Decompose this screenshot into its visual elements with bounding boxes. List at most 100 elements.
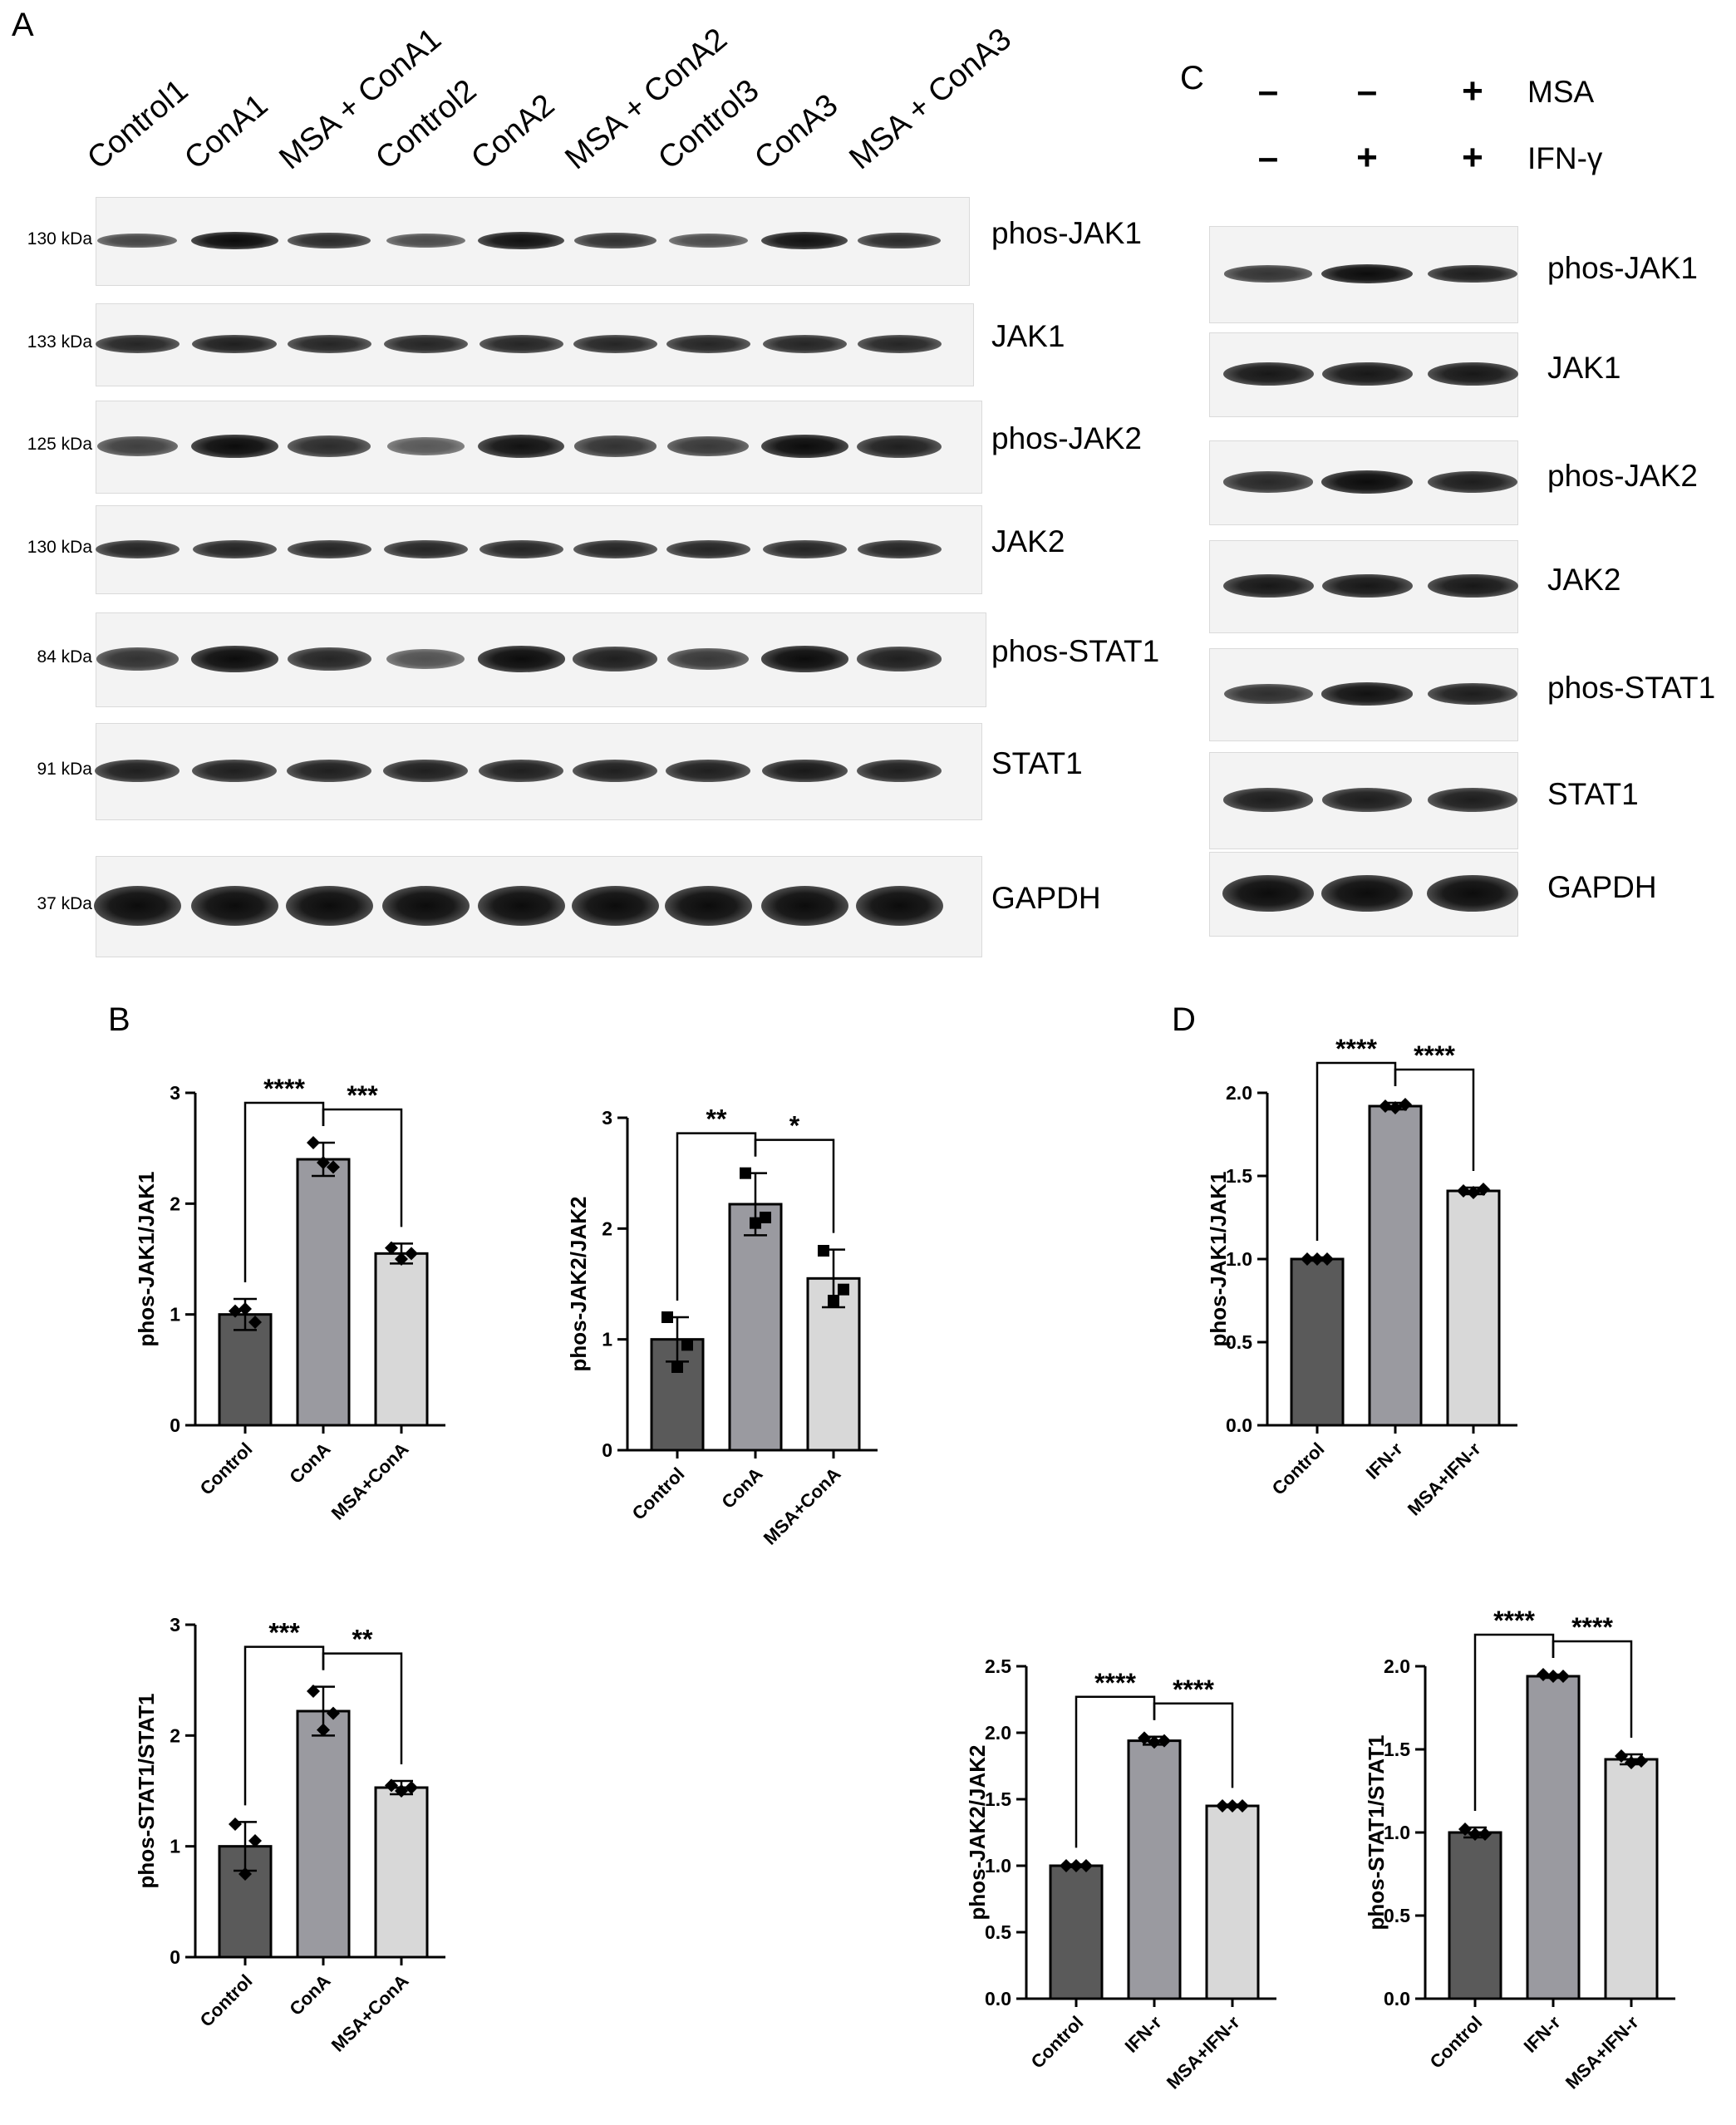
- significance-label: ****: [1094, 1668, 1136, 1698]
- blot-band: [855, 886, 943, 926]
- molecular-weight-label: 133 kDa: [27, 332, 92, 352]
- y-axis-label: phos-STAT1/STAT1: [1364, 1735, 1389, 1931]
- blot-band: [1427, 875, 1518, 912]
- x-tick-label: MSA+IFN-r: [1561, 2012, 1643, 2093]
- protein-label: JAK1: [1547, 351, 1621, 385]
- bar: [1446, 1189, 1501, 1427]
- data-point: [1457, 1184, 1470, 1198]
- blot-band: [478, 434, 564, 459]
- significance-bracket: [1552, 1640, 1633, 1738]
- bar: [296, 1158, 351, 1427]
- blot-band: [762, 539, 847, 558]
- significance-label: ****: [1493, 1606, 1535, 1636]
- blot-band: [95, 760, 180, 782]
- data-point: [1216, 1799, 1229, 1813]
- blot-band: [95, 539, 180, 558]
- blot-band: [1223, 471, 1313, 493]
- blot-band: [573, 539, 657, 558]
- blot-band: [1223, 265, 1313, 283]
- data-point: [239, 1302, 252, 1316]
- significance-bracket: [1153, 1702, 1234, 1788]
- bar: [1604, 1758, 1659, 2000]
- molecular-weight-label: 37 kDa: [37, 894, 92, 913]
- blot-band: [190, 646, 278, 672]
- blot-band: [96, 436, 178, 456]
- blot-band: [573, 647, 657, 671]
- bar: [218, 1313, 273, 1427]
- blot-band: [190, 886, 278, 926]
- data-point: [317, 1723, 330, 1737]
- bar-chart-phos-jak2-ifn: 0.0 0.5 1.0 1.5 2.0 2.5 phos-JAK2/JAK2 Control I…: [965, 1655, 1276, 2093]
- data-point: [1478, 1827, 1492, 1841]
- blot-band: [664, 886, 752, 926]
- y-tick-label: 2.0: [1384, 1655, 1410, 1677]
- treatment-label: IFN-γ: [1527, 141, 1603, 175]
- blot-band: [1427, 470, 1518, 494]
- data-point: [1458, 1822, 1472, 1836]
- molecular-weight-label: 91 kDa: [37, 759, 92, 779]
- blot-band: [666, 539, 750, 558]
- data-point: [1148, 1735, 1161, 1749]
- y-tick-label: 0.0: [985, 1988, 1011, 2009]
- bar: [1290, 1257, 1345, 1427]
- blot-band: [571, 886, 659, 926]
- blot-band: [573, 335, 657, 353]
- y-tick-label: 1.0: [1384, 1822, 1410, 1843]
- blot-band: [287, 335, 371, 353]
- bar: [1127, 1739, 1182, 2000]
- molecular-weight-label: 84 kDa: [37, 647, 92, 667]
- data-point: [239, 1867, 252, 1881]
- blot-band: [192, 539, 277, 558]
- blot-band: [95, 335, 180, 353]
- y-tick-label: 1: [602, 1329, 612, 1350]
- blot-band: [1223, 683, 1313, 705]
- treatment-sign: +: [1356, 137, 1378, 178]
- data-point: [1060, 1859, 1073, 1872]
- treatment-sign: +: [1462, 71, 1483, 111]
- blot-band: [479, 539, 563, 558]
- y-tick-label: 3: [170, 1614, 180, 1636]
- lane-label: Control1: [81, 72, 195, 177]
- x-tick-label: MSA+ConA: [760, 1463, 845, 1549]
- bar: [1205, 1804, 1260, 2000]
- blot-band: [97, 233, 177, 248]
- blot-band: [383, 760, 468, 782]
- y-tick-label: 1.5: [1384, 1739, 1410, 1760]
- y-tick-label: 0: [170, 1946, 180, 1968]
- protein-label: JAK2: [1547, 563, 1621, 597]
- y-tick-label: 2.5: [985, 1655, 1011, 1677]
- x-tick-label: IFN-r: [1362, 1439, 1407, 1483]
- y-tick-label: 1.0: [1226, 1248, 1252, 1270]
- protein-label: phos-JAK2: [991, 421, 1142, 455]
- data-point: [1537, 1668, 1550, 1681]
- data-point: [229, 1304, 242, 1318]
- blot-band: [386, 437, 465, 455]
- y-tick-label: 0.5: [985, 1921, 1011, 1943]
- y-axis-label: phos-STAT1/STAT1: [134, 1694, 159, 1889]
- y-tick-label: 2: [602, 1217, 612, 1239]
- data-point: [1226, 1799, 1239, 1813]
- data-point: [818, 1245, 829, 1257]
- blot-band: [761, 231, 848, 250]
- y-tick-label: 1: [170, 1304, 180, 1326]
- y-tick-label: 2.0: [985, 1722, 1011, 1744]
- data-point: [1320, 1252, 1334, 1266]
- bar: [1049, 1864, 1104, 2000]
- data-point: [1236, 1799, 1249, 1813]
- significance-label: ****: [1414, 1040, 1455, 1070]
- data-point: [307, 1685, 320, 1698]
- blot-band: [478, 231, 564, 250]
- blot-band: [1427, 264, 1518, 283]
- blot-band: [386, 648, 465, 670]
- x-tick-label: Control: [196, 1439, 257, 1499]
- x-tick-label: MSA+IFN-r: [1404, 1439, 1485, 1520]
- blot-band: [1321, 264, 1413, 283]
- y-tick-label: 2: [170, 1193, 180, 1214]
- blot-band: [1427, 573, 1518, 598]
- data-point: [681, 1339, 693, 1351]
- blot-band: [1321, 682, 1413, 706]
- panel-letter-d: D: [1172, 1001, 1196, 1038]
- blot-band: [1321, 875, 1413, 912]
